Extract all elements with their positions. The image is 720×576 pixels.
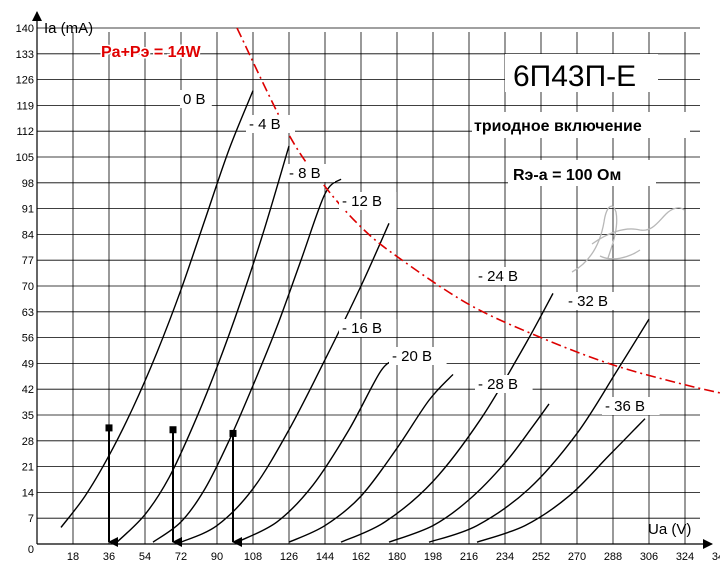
curve-label-9: - 36 В [605, 398, 645, 415]
x-tick-label: 162 [352, 551, 370, 563]
plate-curves [60, 90, 650, 543]
y-tick-label: 56 [22, 333, 34, 345]
x-tick-label: 252 [532, 551, 550, 563]
title-box [505, 54, 658, 92]
plate-curve-9 [476, 418, 646, 543]
x-tick-label: 324 [676, 551, 694, 563]
x-tick-label: 18 [67, 551, 79, 563]
curve-label-4: - 16 В [342, 320, 382, 337]
plate-curve-5 [288, 373, 454, 543]
x-axis-label: Ua (V) [648, 521, 691, 538]
y-tick-label: 98 [22, 178, 34, 190]
y-tick-label: 28 [22, 436, 34, 448]
grid [37, 27, 700, 544]
x-tick-label: 306 [640, 551, 658, 563]
x-tick-label: 90 [211, 551, 223, 563]
y-tick-label: 77 [22, 255, 34, 267]
curve-label-bg [475, 267, 533, 285]
curve-label-bg [339, 319, 397, 337]
y-tick-label: 14 [22, 487, 34, 499]
x-tick-label: 234 [496, 551, 514, 563]
power-limit-line [236, 27, 720, 394]
curve-label-3: - 12 В [342, 193, 382, 210]
power-limit-label: Pa+Pэ = 14W [101, 44, 201, 61]
y-tick-label: 63 [22, 307, 34, 319]
plate-curve-4 [236, 359, 398, 543]
y-tick-label: 7 [28, 513, 34, 525]
x-tick-label: 216 [460, 551, 478, 563]
y-tick-label: 140 [16, 23, 34, 35]
curve-label-bg [602, 397, 660, 415]
y-tick-label: 35 [22, 410, 34, 422]
curve-label-bg [389, 347, 447, 365]
plate-curve-6 [340, 293, 554, 543]
power-limit-curve [236, 27, 720, 394]
y-tick-label: 42 [22, 384, 34, 396]
curve-label-bg [180, 90, 212, 108]
curve-label-0: 0 В [183, 91, 206, 108]
x-tick-label: 144 [316, 551, 334, 563]
y-tick-label: 84 [22, 229, 34, 241]
curve-label-2: - 8 В [289, 165, 321, 182]
subtitle-box [472, 112, 690, 138]
curve-label-1: - 4 В [249, 116, 281, 133]
x-tick-label: 72 [175, 551, 187, 563]
axes [32, 11, 713, 549]
chart-subtitle: триодное включение [474, 118, 642, 135]
curve-label-5: - 20 В [392, 348, 432, 365]
plate-curve-2 [152, 178, 342, 543]
y-tick-label: 70 [22, 281, 34, 293]
y-tick-label: 126 [16, 75, 34, 87]
signature-watermark [571, 205, 685, 273]
plate-curve-8 [428, 318, 650, 543]
x-tick-label: 126 [280, 551, 298, 563]
operating-arrows [105, 424, 242, 547]
curve-label-bg [475, 375, 533, 393]
plate-curve-1 [116, 145, 290, 543]
resistor-note-box [508, 160, 656, 186]
curve-label-bg [286, 164, 335, 182]
tick-labels: 18 36 54 72 90 108 126 144 162 180 198 216 234 252 270… [16, 23, 720, 563]
x-tick-label: 54 [139, 551, 151, 563]
curve-label-bg [246, 115, 295, 133]
y-tick-label: 112 [16, 126, 34, 138]
y-tick-label: 49 [22, 358, 34, 370]
x-tick-label: 180 [388, 551, 406, 563]
y-axis-label: Ia (mA) [44, 20, 93, 37]
x-tick-label: 108 [244, 551, 262, 563]
curve-label-6: - 24 В [478, 268, 518, 285]
curve-label-bg [565, 292, 623, 310]
y-tick-label: 21 [22, 462, 34, 474]
x-tick-label: 342 [712, 551, 720, 563]
y-tick-label: 105 [16, 152, 34, 164]
x-tick-label: 0 [28, 544, 34, 556]
curve-label-7: - 28 В [478, 376, 518, 393]
x-tick-label: 288 [604, 551, 622, 563]
x-tick-label: 198 [424, 551, 442, 563]
x-tick-label: 36 [103, 551, 115, 563]
curve-labels: 0 В - 4 В - 8 В - 12 В - 16 В - 20 В - 24 В - 2… [180, 90, 660, 415]
curve-label-8: - 32 В [568, 293, 608, 310]
plate-curve-3 [180, 223, 390, 543]
resistor-note: Rэ-а = 100 Ом [513, 167, 621, 184]
x-tick-label: 270 [568, 551, 586, 563]
plate-curve-7 [388, 403, 550, 543]
y-tick-label: 91 [22, 204, 34, 216]
curve-label-bg [339, 192, 397, 210]
y-tick-label: 133 [16, 49, 34, 61]
plate-curve-0 [60, 90, 254, 528]
chart-title: 6П43П-Е [513, 60, 636, 93]
y-tick-label: 119 [16, 100, 34, 112]
